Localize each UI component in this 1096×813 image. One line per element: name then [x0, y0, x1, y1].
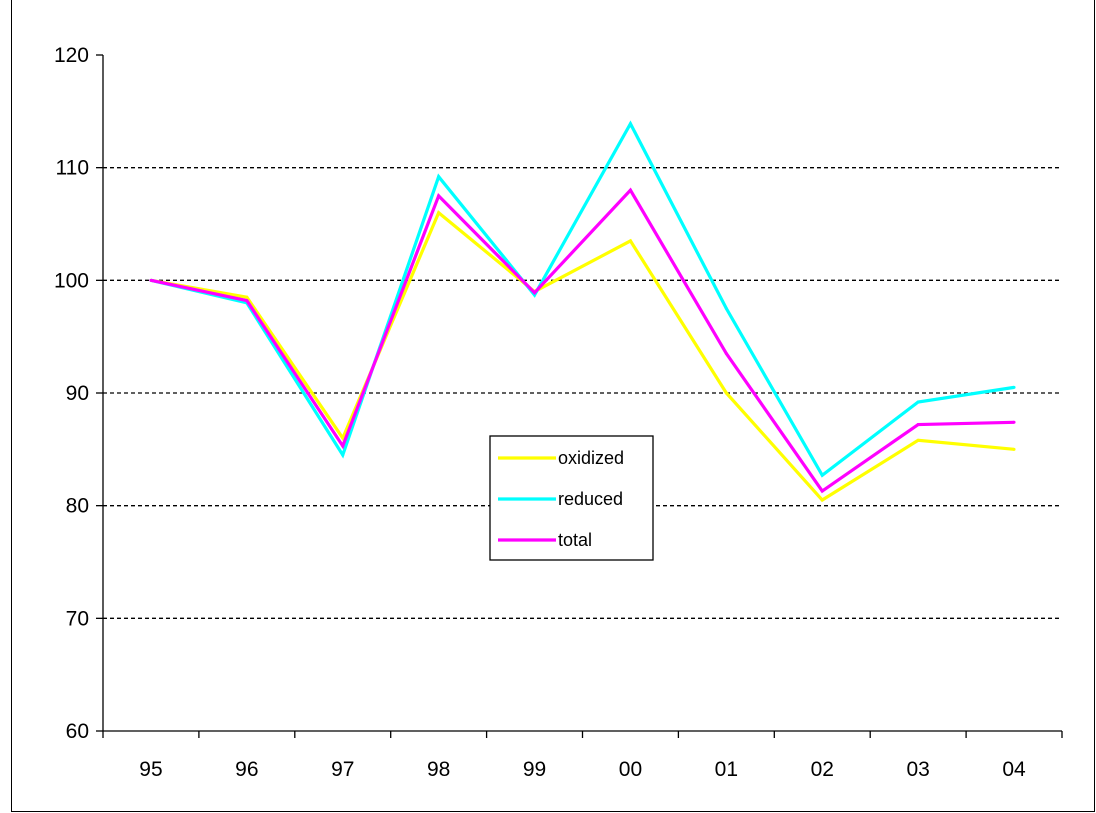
data-point-total — [628, 188, 632, 192]
legend-label-oxidized: oxidized — [558, 448, 624, 468]
y-tick-label: 90 — [66, 382, 89, 405]
series-line-reduced — [150, 120, 1015, 478]
data-point-oxidized — [437, 211, 441, 215]
x-tick-label: 02 — [811, 758, 834, 781]
data-point-oxidized — [245, 295, 249, 299]
x-tick-label: 98 — [427, 758, 450, 781]
data-point-oxidized — [341, 436, 345, 440]
data-point-reduced — [724, 307, 728, 310]
y-tick-label: 60 — [66, 720, 89, 743]
data-point-total — [149, 278, 153, 282]
data-point-reduced — [628, 122, 632, 126]
data-point-total — [820, 489, 824, 493]
data-point-total — [916, 423, 920, 427]
x-tick-label: 97 — [331, 758, 354, 781]
data-point-total — [533, 291, 537, 295]
data-point-oxidized — [916, 438, 920, 442]
series-line-total — [150, 187, 1015, 494]
y-tick-label: 100 — [54, 269, 89, 292]
legend: oxidized reduced total — [489, 435, 654, 561]
legend-label-total: total — [558, 530, 592, 550]
x-tick-label: 95 — [139, 758, 162, 781]
y-axis-labels: 60 70 80 90 100 110 120 — [54, 44, 89, 743]
x-tick-label: 03 — [906, 758, 929, 781]
data-point-reduced — [341, 453, 345, 457]
x-tick-label: 96 — [235, 758, 258, 781]
series-lines — [149, 120, 1016, 503]
x-tick-label: 01 — [715, 758, 738, 781]
data-point-oxidized — [1012, 447, 1016, 451]
data-point-oxidized — [724, 391, 728, 395]
data-point-reduced — [437, 175, 441, 179]
x-tick-label: 04 — [1002, 758, 1026, 781]
data-point-oxidized — [628, 239, 632, 243]
x-tick-label: 99 — [523, 758, 546, 781]
y-tick-label: 70 — [66, 607, 89, 630]
data-point-total — [1012, 420, 1016, 424]
x-axis-labels: 95 96 97 98 99 00 01 02 03 04 — [139, 758, 1026, 781]
data-point-total — [341, 444, 345, 448]
data-point-total — [245, 299, 249, 303]
data-point-total — [437, 194, 441, 198]
y-tick-label: 110 — [56, 157, 89, 180]
data-point-reduced — [1012, 385, 1016, 389]
legend-label-reduced: reduced — [558, 489, 623, 509]
data-point-reduced — [820, 473, 824, 477]
axes — [96, 54, 1063, 738]
data-point-total — [724, 352, 728, 356]
data-point-oxidized — [820, 498, 824, 502]
y-tick-label: 80 — [66, 495, 89, 518]
y-tick-label: 120 — [54, 44, 89, 67]
x-tick-label: 00 — [619, 758, 642, 781]
data-point-reduced — [916, 400, 920, 404]
series-line-oxidized — [150, 210, 1015, 503]
